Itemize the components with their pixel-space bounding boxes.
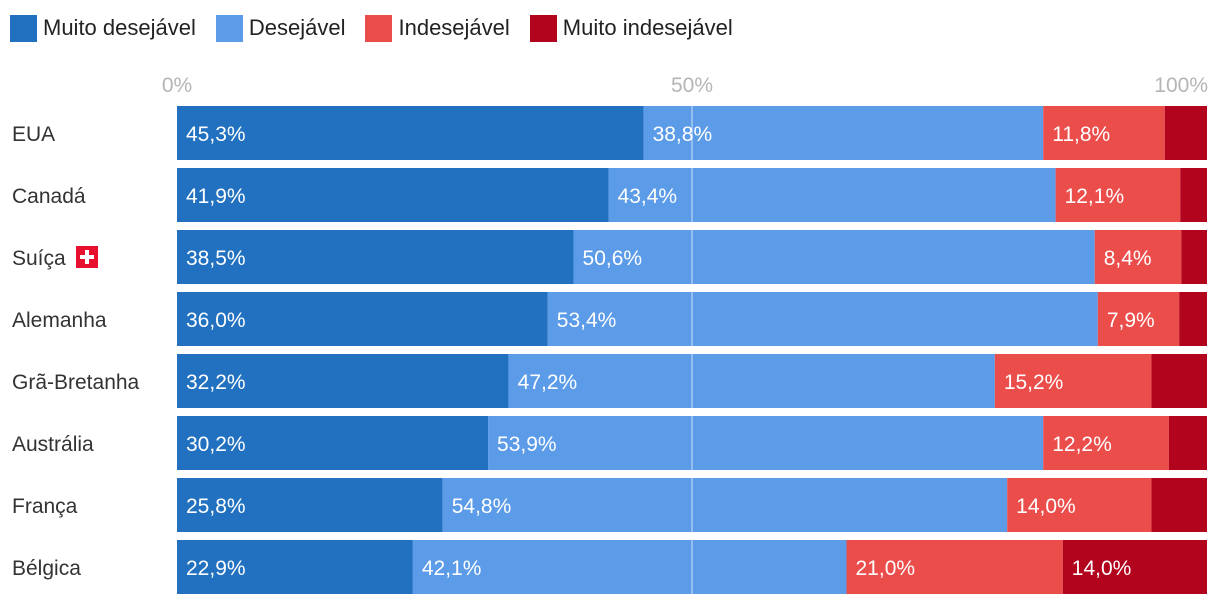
legend-label: Desejável: [248, 15, 346, 40]
bar-segment: [508, 354, 995, 408]
data-label: 38,8%: [653, 123, 713, 146]
legend-label: Indesejável: [398, 15, 510, 40]
legend-item: Desejável: [215, 14, 346, 42]
bars: [177, 106, 1207, 594]
data-label: 7,9%: [1107, 309, 1155, 332]
data-label: 38,5%: [186, 247, 246, 270]
data-label: 32,2%: [186, 371, 246, 394]
bar-segment: [1151, 354, 1207, 408]
bar-segment: [1168, 416, 1207, 470]
data-label: 47,2%: [518, 371, 578, 394]
bar-segment: [573, 230, 1095, 284]
bar-segment: [1179, 292, 1207, 346]
bar-segment: [1043, 106, 1165, 160]
bar-segment: [1097, 292, 1180, 346]
category-label: Alemanha: [12, 309, 107, 332]
legend-label: Muito desejável: [43, 15, 196, 40]
bar-segment: [1062, 540, 1207, 594]
bar-segment: [177, 230, 574, 284]
legend: Muito desejável Desejável Indesejável Muito…: [10, 12, 753, 44]
data-label: 22,9%: [186, 557, 246, 580]
legend-swatch: [529, 14, 557, 42]
legend-swatch: [215, 14, 243, 42]
data-label: 12,2%: [1052, 433, 1112, 456]
legend-item: Indesejável: [365, 14, 510, 42]
x-tick-label: 50%: [671, 74, 713, 97]
data-label: 11,8%: [1052, 123, 1110, 146]
data-label: 53,4%: [557, 309, 617, 332]
legend-swatch: [10, 14, 37, 42]
swiss-flag-cross-horizontal: [80, 255, 94, 259]
bar-segment: [177, 292, 548, 346]
data-label: 21,0%: [856, 557, 916, 580]
bar-segment: [177, 540, 413, 594]
bar-segment: [1164, 106, 1207, 160]
data-label: 41,9%: [186, 185, 246, 208]
data-label: 25,8%: [186, 495, 246, 518]
data-label: 54,8%: [452, 495, 512, 518]
data-label: 53,9%: [497, 433, 557, 456]
bar-segment: [177, 354, 509, 408]
legend-swatch: [365, 14, 393, 42]
x-tick-label: 100%: [1154, 74, 1208, 97]
legend-item: Muito indesejável: [529, 14, 733, 42]
bar-segment: [1043, 416, 1169, 470]
category-label: Austrália: [12, 433, 94, 456]
bar-segment: [1055, 168, 1181, 222]
data-label: 14,0%: [1072, 557, 1132, 580]
bar-segment: [846, 540, 1063, 594]
data-label: 36,0%: [186, 309, 246, 332]
data-label: 43,4%: [618, 185, 678, 208]
bar-segment: [1181, 230, 1207, 284]
bar-segment: [412, 540, 847, 594]
bar-segment: [547, 292, 1098, 346]
bar-segment: [177, 106, 644, 160]
data-label: 30,2%: [186, 433, 246, 456]
x-tick-label: 0%: [162, 74, 192, 97]
bar-segment: [643, 106, 1044, 160]
bar-segment: [1151, 478, 1207, 532]
bar-segment: [1007, 478, 1152, 532]
category-label: Canadá: [12, 185, 86, 208]
data-label: 15,2%: [1004, 371, 1064, 394]
data-label: 45,3%: [186, 123, 246, 146]
data-label: 50,6%: [583, 247, 643, 270]
category-label: Grã-Bretanha: [12, 371, 140, 394]
data-label: 8,4%: [1104, 247, 1152, 270]
data-label: 14,0%: [1016, 495, 1076, 518]
category-label: Bélgica: [12, 557, 81, 580]
category-label: Suíça: [12, 247, 66, 270]
bar-segment: [608, 168, 1056, 222]
legend-label: Muito indesejável: [562, 15, 733, 40]
bar-segment: [442, 478, 1008, 532]
data-label: 12,1%: [1065, 185, 1125, 208]
bar-segment: [177, 478, 443, 532]
category-label: EUA: [12, 123, 55, 146]
bar-segment: [177, 416, 489, 470]
bar-segment: [177, 168, 609, 222]
bar-segment: [1180, 168, 1207, 222]
legend-item: Muito desejável: [10, 14, 196, 42]
data-label: 42,1%: [422, 557, 482, 580]
swiss-flag-icon: [76, 246, 98, 268]
bar-segment: [1094, 230, 1182, 284]
bar-segment: [994, 354, 1152, 408]
bar-segment: [488, 416, 1044, 470]
category-label: França: [12, 495, 78, 518]
